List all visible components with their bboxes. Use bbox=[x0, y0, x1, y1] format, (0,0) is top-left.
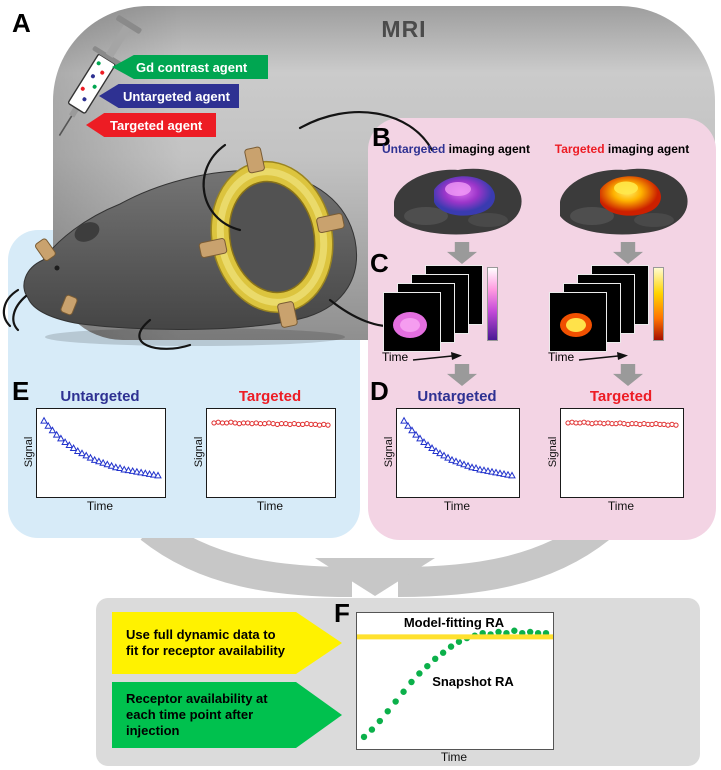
targeted-scan-image bbox=[560, 168, 688, 235]
rf-coil-ring bbox=[198, 146, 345, 328]
snapshot-ra-label: Snapshot RA bbox=[432, 674, 514, 689]
time-axis-label: Time bbox=[86, 499, 114, 513]
model-fitting-callout: Use full dynamic data to fit for recepto… bbox=[112, 612, 342, 674]
targeted-agent-label: Targeted agent bbox=[110, 117, 203, 133]
targeted-caption-highlight: Targeted bbox=[554, 142, 605, 156]
targeted-scan-caption: Targeted imaging agent bbox=[544, 142, 700, 156]
untargeted-scan-image bbox=[394, 168, 522, 235]
plot-e-targeted bbox=[206, 408, 336, 498]
plot-title-untargeted: Untargeted bbox=[60, 388, 140, 405]
time-label: Time bbox=[548, 350, 575, 364]
time-arrow-icon bbox=[413, 352, 463, 361]
gd-contrast-agent-ribbon: Gd contrast agent bbox=[112, 55, 268, 79]
time-axis-untargeted-stack: Time bbox=[382, 350, 463, 364]
targeted-caption-rest: imaging agent bbox=[604, 142, 690, 156]
plot-title-untargeted: Untargeted bbox=[417, 388, 497, 405]
plot-d-untargeted bbox=[396, 408, 520, 498]
scan-frame bbox=[384, 293, 440, 351]
time-axis-targeted-stack: Time bbox=[548, 350, 629, 364]
time-arrow-icon bbox=[579, 352, 629, 361]
panel-d-letter: D bbox=[370, 376, 389, 406]
time-axis-label: Time bbox=[607, 499, 635, 513]
panel-f-letter: F bbox=[334, 598, 350, 628]
mri-title: MRI bbox=[381, 16, 427, 42]
targeted-time-stack bbox=[550, 266, 682, 362]
signal-axis-label: Signal bbox=[383, 436, 395, 468]
plot-e-untargeted bbox=[36, 408, 166, 498]
untargeted-scan-caption: Untargeted imaging agent bbox=[378, 142, 534, 156]
targeted-agent-ribbon: Targeted agent bbox=[86, 113, 216, 137]
colorbar-hot bbox=[654, 268, 663, 340]
time-axis-label: Time bbox=[443, 499, 471, 513]
untargeted-time-stack bbox=[384, 266, 516, 362]
untargeted-caption-highlight: Untargeted bbox=[381, 142, 446, 156]
panel-e-letter: E bbox=[12, 376, 30, 406]
signal-axis-label: Signal bbox=[193, 436, 205, 468]
plot-title-targeted: Targeted bbox=[589, 388, 653, 405]
untargeted-caption-rest: imaging agent bbox=[445, 142, 531, 156]
snapshot-callout: Receptor availability at each time point… bbox=[112, 682, 342, 748]
syringe-icon bbox=[58, 15, 142, 136]
panel-c-letter: C bbox=[370, 248, 389, 278]
signal-axis-label: Signal bbox=[547, 436, 559, 468]
model-fitting-callout-text: Use full dynamic data to fit for recepto… bbox=[126, 626, 285, 658]
signal-axis-label: Signal bbox=[23, 436, 35, 468]
mouse-ear bbox=[74, 222, 100, 242]
time-axis-label: Time bbox=[256, 499, 284, 513]
panel-a-letter: A bbox=[12, 8, 31, 38]
colorbar-purple bbox=[488, 268, 497, 340]
gd-contrast-agent-label: Gd contrast agent bbox=[136, 59, 248, 75]
fiducial-pads bbox=[35, 238, 78, 316]
untargeted-agent-label: Untargeted agent bbox=[123, 88, 230, 104]
time-label: Time bbox=[382, 350, 409, 364]
converging-arrows bbox=[140, 516, 610, 597]
mouse-eye bbox=[54, 265, 60, 271]
untargeted-agent-ribbon: Untargeted agent bbox=[99, 84, 239, 108]
plot-f-receptor-availability bbox=[356, 612, 554, 750]
time-axis-label: Time bbox=[440, 750, 468, 764]
mouse-illustration bbox=[23, 146, 357, 346]
plot-d-targeted bbox=[560, 408, 684, 498]
scan-frame bbox=[550, 293, 606, 351]
model-fitting-ra-label: Model-fitting RA bbox=[403, 615, 505, 630]
snapshot-callout-text: Receptor availability at each time point… bbox=[126, 690, 268, 739]
plot-title-targeted: Targeted bbox=[238, 388, 302, 405]
